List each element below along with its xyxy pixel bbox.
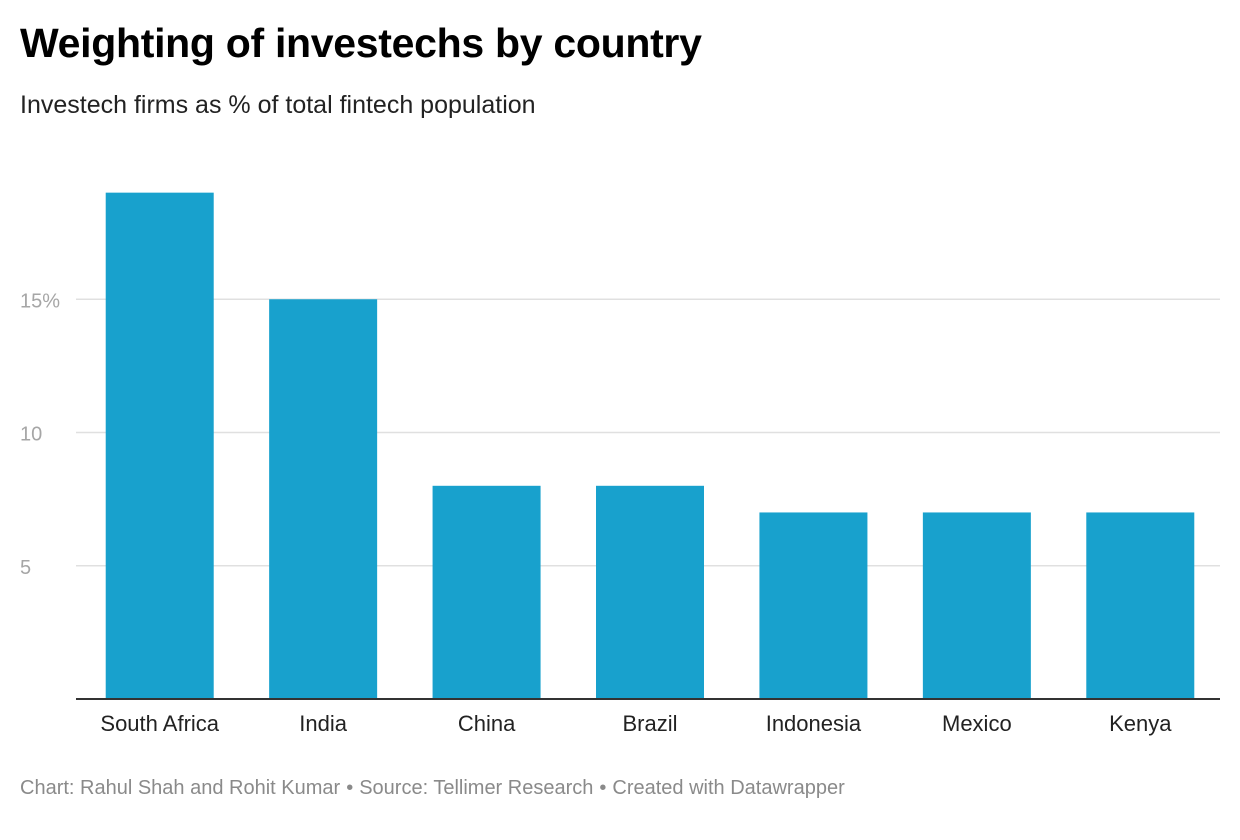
bar-indonesia xyxy=(759,512,868,699)
x-axis-categories: South Africa India China Brazil Indonesia Mex… xyxy=(100,711,1172,736)
x-category-label: Kenya xyxy=(1109,711,1172,736)
footer-separator: • xyxy=(599,777,607,799)
bar-mexico xyxy=(922,512,1031,699)
y-tick-label: 15% xyxy=(20,290,60,312)
x-category-label: South Africa xyxy=(100,711,219,736)
x-category-label: Indonesia xyxy=(766,711,862,736)
y-tick-label: 5 xyxy=(20,557,31,579)
footer-separator: • xyxy=(346,777,354,799)
y-tick-label: 10 xyxy=(20,424,42,446)
bar-india xyxy=(269,299,378,699)
footer-tool: Created with Datawrapper xyxy=(612,777,845,799)
footer-source: Source: Tellimer Research xyxy=(359,777,594,799)
bar-kenya xyxy=(1086,512,1195,699)
footer-credit: Chart: Rahul Shah and Rohit Kumar xyxy=(20,777,341,799)
bars xyxy=(105,192,1195,699)
x-category-label: China xyxy=(458,711,516,736)
chart-subtitle: Investech firms as % of total fintech po… xyxy=(20,91,536,119)
x-category-label: India xyxy=(299,711,347,736)
x-category-label: Mexico xyxy=(942,711,1012,736)
chart-footer: Chart: Rahul Shah and Rohit Kumar • Source… xyxy=(20,777,845,800)
bar-south-africa xyxy=(105,192,214,699)
bar-china xyxy=(432,485,541,699)
bar-brazil xyxy=(596,485,704,699)
y-axis-ticks: 5 10 15% xyxy=(20,290,60,579)
chart-title: Weighting of investechs by country xyxy=(20,20,702,66)
x-category-label: Brazil xyxy=(622,711,677,736)
